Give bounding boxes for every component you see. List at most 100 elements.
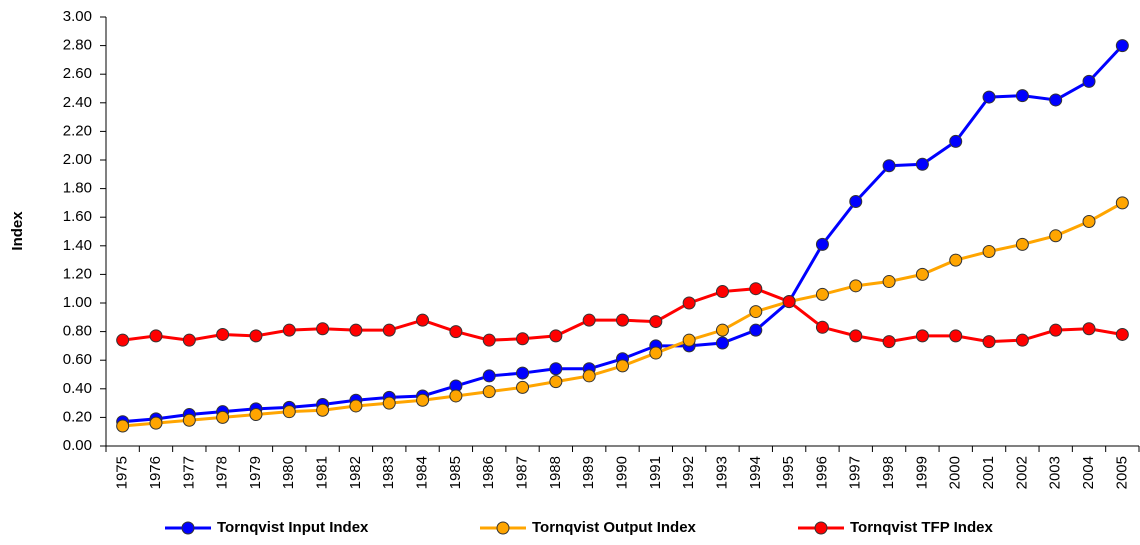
data-point — [449, 389, 463, 403]
data-point — [1049, 323, 1063, 337]
data-point — [516, 380, 530, 394]
data-point — [316, 403, 330, 417]
x-tick-label: 1998 — [880, 456, 897, 489]
data-point — [449, 325, 463, 339]
data-point — [482, 333, 496, 347]
data-point — [649, 346, 663, 360]
x-tick-label: 1991 — [647, 456, 664, 489]
data-point — [882, 275, 896, 289]
data-point — [715, 323, 729, 337]
x-tick-label: 1984 — [414, 456, 431, 489]
data-point — [849, 279, 863, 293]
data-point — [616, 313, 629, 327]
data-point — [416, 393, 430, 407]
data-point — [1115, 39, 1129, 53]
x-tick-label: 1989 — [580, 456, 597, 489]
data-point — [849, 329, 863, 343]
x-tick-label: 1996 — [813, 456, 830, 489]
data-point — [416, 313, 430, 327]
data-point — [1015, 333, 1029, 347]
data-point — [915, 267, 929, 281]
data-point — [549, 375, 563, 389]
data-point — [949, 134, 963, 148]
legend-label: Tornqvist Output Index — [532, 519, 697, 536]
x-tick-label: 1976 — [147, 456, 164, 489]
data-point — [382, 323, 396, 337]
x-tick-label: 1993 — [713, 456, 730, 489]
data-point — [815, 320, 829, 334]
x-tick-label: 1978 — [214, 456, 231, 489]
data-point — [149, 416, 163, 430]
data-point — [182, 413, 196, 427]
data-point — [1115, 196, 1129, 210]
data-point — [282, 405, 296, 419]
data-point — [749, 282, 763, 296]
y-tick-label: 3.00 — [63, 8, 92, 25]
data-point — [682, 333, 696, 347]
y-tick-label: 0.20 — [63, 408, 92, 425]
y-tick-label: 0.00 — [63, 437, 92, 454]
data-point — [549, 362, 563, 376]
data-point — [815, 237, 829, 251]
data-point — [949, 253, 963, 267]
data-point — [549, 329, 563, 343]
data-point — [1049, 93, 1063, 107]
data-point — [715, 336, 729, 350]
x-tick-label: 1988 — [547, 456, 564, 489]
y-tick-label: 1.40 — [63, 237, 92, 254]
y-tick-label: 2.20 — [63, 122, 92, 139]
y-tick-label: 0.60 — [63, 351, 92, 368]
data-point — [116, 419, 130, 433]
y-tick-label: 2.40 — [63, 94, 92, 111]
x-tick-label: 1985 — [447, 456, 464, 489]
data-point — [282, 323, 296, 337]
x-tick-label: 1987 — [514, 456, 531, 489]
y-tick-label: 0.80 — [63, 323, 92, 340]
legend-marker — [181, 521, 195, 535]
x-tick-label: 1995 — [780, 456, 797, 489]
legend-marker — [496, 521, 510, 535]
data-point — [1015, 237, 1029, 251]
data-point — [216, 327, 230, 341]
data-point — [216, 410, 230, 424]
data-point — [1049, 229, 1063, 243]
x-tick-label: 2003 — [1047, 456, 1064, 489]
x-tick-label: 1982 — [347, 456, 364, 489]
x-tick-label: 1999 — [913, 456, 930, 489]
data-point — [815, 287, 829, 301]
y-tick-label: 1.00 — [63, 294, 92, 311]
data-point — [949, 329, 963, 343]
data-point — [349, 323, 363, 337]
y-tick-label: 2.60 — [63, 65, 92, 82]
data-point — [982, 245, 996, 259]
data-point — [582, 313, 596, 327]
data-point — [149, 329, 163, 343]
x-tick-label: 2000 — [947, 456, 964, 489]
data-point — [915, 329, 929, 343]
data-point — [182, 333, 196, 347]
legend-label: Tornqvist TFP Index — [850, 519, 993, 536]
y-tick-label: 0.40 — [63, 380, 92, 397]
data-point — [516, 332, 530, 346]
x-tick-label: 2001 — [980, 456, 997, 489]
data-point — [882, 159, 896, 173]
data-point — [882, 335, 896, 349]
x-tick-label: 1990 — [613, 456, 630, 489]
data-point — [749, 323, 763, 337]
y-tick-label: 1.60 — [63, 208, 92, 225]
data-point — [1082, 74, 1096, 88]
x-tick-label: 1975 — [114, 456, 131, 489]
y-tick-label: 2.80 — [63, 37, 92, 54]
x-tick-label: 1981 — [314, 456, 331, 489]
y-tick-label: 1.80 — [63, 180, 92, 197]
x-tick-label: 2004 — [1080, 456, 1097, 489]
data-point — [1015, 89, 1029, 103]
data-point — [1115, 327, 1129, 341]
data-point — [582, 369, 596, 383]
data-point — [749, 305, 763, 319]
x-tick-label: 1994 — [747, 456, 764, 489]
data-point — [1082, 214, 1096, 228]
data-point — [249, 408, 263, 422]
data-point — [982, 90, 996, 104]
